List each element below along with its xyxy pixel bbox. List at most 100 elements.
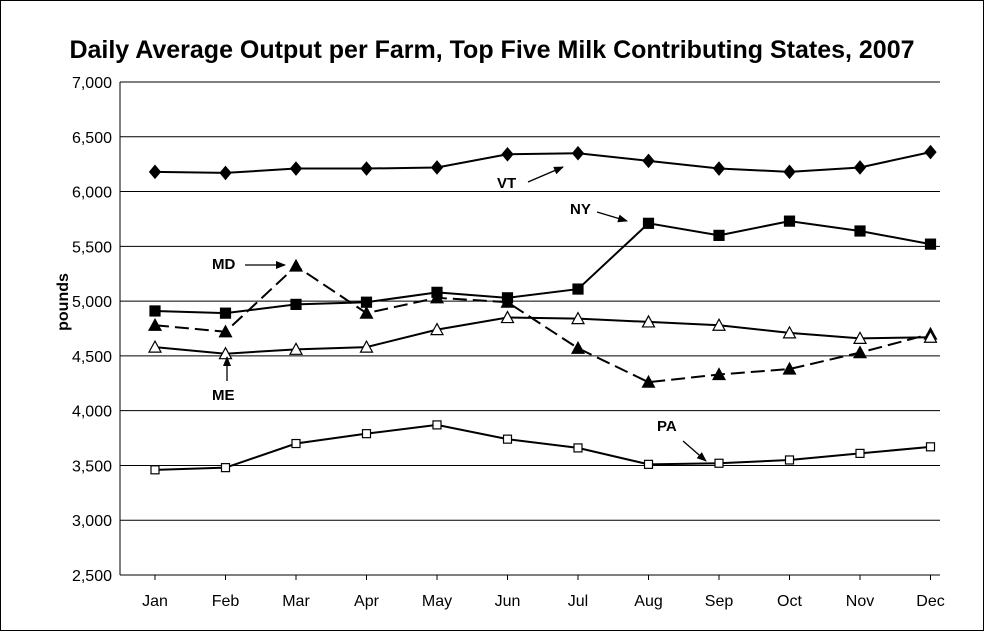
data-point — [782, 361, 797, 375]
data-point — [713, 229, 725, 241]
x-tick-label: Nov — [846, 593, 874, 610]
data-point — [852, 345, 868, 359]
data-point — [924, 144, 937, 160]
data-point — [150, 465, 160, 475]
annotation-label: MD — [212, 256, 235, 273]
data-point — [291, 438, 301, 449]
y-tick-label: 6,000 — [72, 185, 112, 202]
data-point — [642, 153, 655, 169]
x-tick-label: Jul — [568, 593, 588, 610]
x-tick-label: Jan — [142, 593, 168, 610]
data-point — [571, 145, 585, 161]
data-point — [783, 215, 796, 227]
series-line — [154, 316, 931, 355]
data-point — [642, 217, 655, 229]
data-point — [852, 331, 868, 344]
annotation-ny: NY — [570, 201, 628, 223]
annotation-arrow — [682, 440, 707, 462]
data-point — [147, 339, 163, 353]
annotation-label: NY — [570, 201, 591, 218]
x-tick-label: Sep — [705, 593, 734, 610]
y-tick-label: 6,500 — [72, 130, 112, 147]
series-line — [154, 264, 931, 384]
data-point — [360, 161, 373, 176]
data-point — [430, 160, 444, 175]
data-point — [855, 448, 865, 458]
data-point — [570, 340, 586, 354]
y-tick-label: 3,000 — [72, 513, 112, 530]
data-point — [500, 294, 515, 308]
data-point — [288, 342, 304, 355]
data-point — [502, 434, 513, 444]
series-ny — [149, 215, 937, 319]
series-vt — [148, 144, 937, 181]
y-tick-label: 4,000 — [72, 404, 112, 421]
data-point — [149, 305, 161, 317]
data-point — [572, 283, 584, 295]
data-point — [573, 443, 583, 453]
series-line — [154, 151, 931, 174]
annotation-vt: VT — [497, 166, 564, 192]
data-point — [854, 225, 866, 237]
y-tick-label: 7,000 — [72, 75, 112, 92]
data-point — [711, 317, 727, 331]
data-point — [432, 420, 442, 430]
data-point — [288, 258, 304, 272]
data-point — [219, 307, 232, 319]
data-point — [714, 458, 724, 468]
series-me — [147, 310, 938, 360]
data-point — [289, 161, 303, 176]
annotation-label: VT — [497, 175, 516, 192]
annotation-label: ME — [212, 387, 235, 404]
series-pa — [150, 420, 936, 475]
data-point — [923, 330, 938, 343]
data-point — [641, 374, 656, 388]
data-point — [500, 310, 515, 324]
data-point — [782, 325, 797, 339]
x-tick-label: Jun — [495, 593, 521, 610]
data-point — [501, 147, 514, 162]
x-tick-label: Dec — [916, 593, 944, 610]
y-axis-label: pounds — [55, 273, 72, 331]
annotation-arrow — [596, 211, 628, 223]
data-point — [429, 290, 445, 304]
x-tick-label: Apr — [354, 593, 380, 610]
data-point — [220, 463, 231, 473]
data-point — [290, 298, 302, 310]
y-tick-label: 5,500 — [72, 239, 112, 256]
x-tick-label: Oct — [777, 593, 802, 610]
data-point — [712, 161, 726, 176]
annotation-pa: PA — [657, 418, 707, 462]
data-point — [218, 324, 233, 338]
y-tick-label: 4,500 — [72, 349, 112, 366]
x-tick-label: Feb — [212, 593, 240, 610]
annotation-me: ME — [212, 356, 235, 404]
chart-title: Daily Average Output per Farm, Top Five … — [69, 36, 915, 64]
series-md — [147, 258, 938, 388]
data-point — [925, 442, 936, 452]
y-tick-label: 3,500 — [72, 458, 112, 475]
data-point — [783, 164, 796, 180]
data-point — [147, 317, 163, 331]
data-point — [641, 314, 656, 328]
data-point — [784, 455, 795, 465]
data-point — [359, 339, 374, 353]
annotation-arrow — [527, 166, 564, 183]
series-line — [154, 220, 931, 315]
data-point — [853, 160, 867, 175]
x-tick-label: Mar — [282, 593, 310, 610]
y-tick-label: 2,500 — [72, 568, 112, 585]
data-point — [361, 429, 372, 439]
series-line — [154, 423, 931, 471]
y-tick-label: 5,000 — [72, 294, 112, 311]
x-tick-label: Aug — [634, 593, 662, 610]
data-point — [359, 305, 374, 319]
x-tick-label: May — [422, 593, 452, 610]
data-point — [924, 238, 937, 250]
data-point — [643, 459, 654, 469]
data-point — [711, 367, 727, 381]
data-point — [429, 322, 445, 336]
annotation-md: MD — [212, 256, 286, 273]
data-point — [148, 164, 162, 180]
